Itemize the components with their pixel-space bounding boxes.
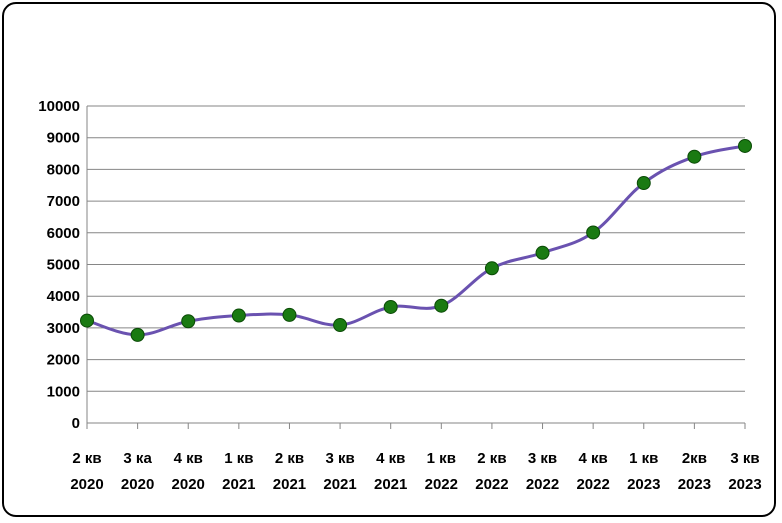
data-point bbox=[130, 327, 145, 342]
x-tick-label-year: 2021 bbox=[323, 476, 356, 493]
x-tick-label-quarter: 2 кв bbox=[72, 450, 101, 467]
x-tick-label-quarter: 4 кв bbox=[174, 450, 203, 467]
x-tick-label-quarter: 2 кв bbox=[477, 450, 506, 467]
x-tick-label-year: 2020 bbox=[70, 476, 103, 493]
x-tick-label-quarter: 1 кв bbox=[224, 450, 253, 467]
x-tick-label-year: 2023 bbox=[728, 476, 761, 493]
x-tick-label-quarter: 3 кв bbox=[528, 450, 557, 467]
data-point bbox=[636, 176, 651, 191]
x-tick-label-quarter: 1 кв bbox=[629, 450, 658, 467]
y-tick-label: 9000 bbox=[47, 130, 80, 147]
data-point bbox=[434, 298, 449, 313]
data-point bbox=[282, 307, 297, 322]
chart-frame bbox=[2, 2, 776, 517]
data-point bbox=[333, 318, 348, 333]
x-tick-label-year: 2021 bbox=[222, 476, 255, 493]
x-tick-label-year: 2022 bbox=[576, 476, 609, 493]
series-line bbox=[86, 144, 746, 337]
x-tick-label-year: 2020 bbox=[121, 476, 154, 493]
x-tick-label-quarter: 1 кв bbox=[427, 450, 456, 467]
y-tick-label: 10000 bbox=[38, 98, 80, 115]
data-points bbox=[80, 138, 752, 342]
x-tick-label-year: 2022 bbox=[425, 476, 458, 493]
y-tick-label: 8000 bbox=[47, 161, 80, 178]
data-point bbox=[80, 313, 94, 328]
y-tick-label: 7000 bbox=[47, 193, 80, 210]
y-tick-label: 1000 bbox=[47, 383, 80, 400]
y-tick-label: 3000 bbox=[47, 320, 80, 337]
y-tick-label: 4000 bbox=[47, 288, 80, 305]
data-point bbox=[484, 261, 499, 276]
x-tick-label-quarter: 3 кв bbox=[730, 450, 759, 467]
x-tick-label-quarter: 3 кв bbox=[325, 450, 354, 467]
x-tick-label-year: 2023 bbox=[627, 476, 660, 493]
data-point bbox=[535, 245, 550, 260]
x-tick-label-year: 2021 bbox=[273, 476, 306, 493]
data-point bbox=[181, 314, 196, 329]
data-point bbox=[231, 308, 246, 323]
y-axis-ticks: 0 1000 2000 3000 4000 5000 6000 7000 8000 9000 100… bbox=[38, 98, 80, 432]
gridlines bbox=[86, 105, 746, 429]
y-tick-label: 5000 bbox=[47, 257, 80, 274]
y-tick-label: 2000 bbox=[47, 352, 80, 369]
x-tick-label-year: 2022 bbox=[526, 476, 559, 493]
data-point bbox=[383, 299, 398, 314]
x-axis-ticks: 2 кв 2020 3 ка 2020 4 кв 2020 1 кв 2021 2 кв 2021… bbox=[70, 450, 761, 493]
y-tick-label: 6000 bbox=[47, 225, 80, 242]
x-tick-label-quarter: 2 кв bbox=[275, 450, 304, 467]
x-tick-label-quarter: 3 ка bbox=[123, 450, 152, 467]
data-point bbox=[586, 225, 601, 240]
data-point bbox=[687, 149, 702, 164]
y-tick-label: 0 bbox=[72, 415, 80, 432]
x-tick-label-year: 2023 bbox=[678, 476, 711, 493]
data-point bbox=[738, 138, 752, 153]
x-tick-label-year: 2022 bbox=[475, 476, 508, 493]
x-tick-label-year: 2020 bbox=[172, 476, 205, 493]
x-tick-label-quarter: 2кв bbox=[682, 450, 707, 467]
x-tick-label-quarter: 4 кв bbox=[376, 450, 405, 467]
x-tick-label-quarter: 4 кв bbox=[579, 450, 608, 467]
x-tick-label-year: 2021 bbox=[374, 476, 407, 493]
